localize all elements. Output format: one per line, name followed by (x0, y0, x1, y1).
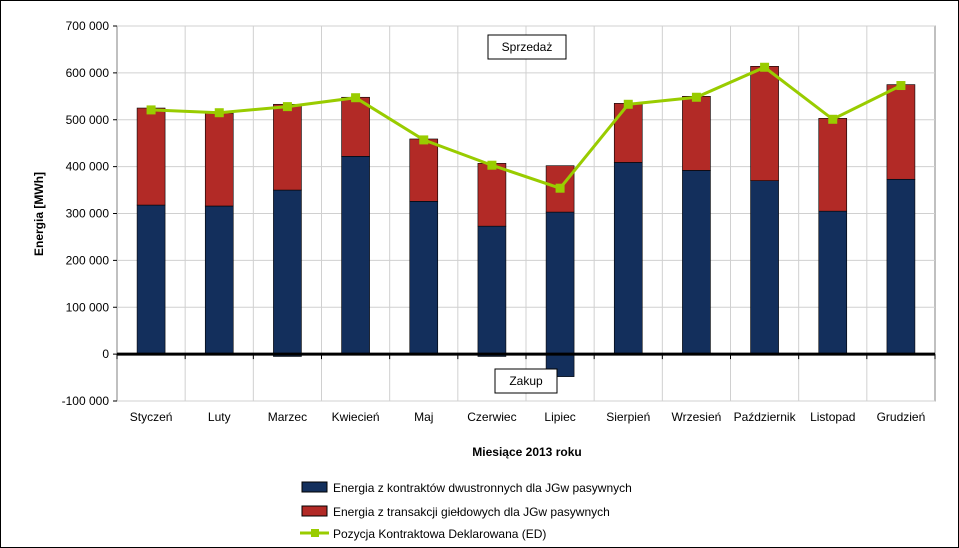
line-position (151, 65, 902, 190)
x-tick-label: Maj (414, 410, 433, 424)
y-tick-label: 200 000 (66, 253, 110, 267)
legend-label-position: Pozycja Kontraktowa Deklarowana (ED) (333, 527, 546, 541)
annotation-buy: Zakup (494, 368, 558, 394)
legend: Energia z kontraktów dwustronnych dla JG… (300, 481, 632, 541)
line-point-position (214, 108, 224, 118)
line-point-position (828, 114, 838, 124)
x-tick-label: Wrzesień (672, 410, 722, 424)
legend-item-bilateral: Energia z kontraktów dwustronnych dla JG… (301, 481, 632, 495)
x-tick-layer: Styczeń Luty Marzec Kwiecień Maj Czerwiec Lipi… (116, 354, 936, 424)
bar-bilateral (204, 205, 234, 355)
bar-exchange (273, 103, 302, 191)
bar-bilateral (545, 211, 575, 355)
y-tick-label: 300 000 (66, 207, 110, 221)
annotation-buy-label: Zakup (509, 374, 543, 388)
legend-item-exchange: Energia z transakcji giełdowych dla JGw … (301, 505, 610, 519)
annotation-sell-label: Sprzedaż (502, 40, 553, 54)
x-tick-label: Grudzień (877, 410, 926, 424)
bar-bilateral (409, 201, 439, 355)
line-point-position (282, 102, 292, 112)
line-point-position (146, 105, 156, 115)
bar-exchange (477, 163, 507, 227)
line-point-position (555, 183, 565, 193)
line-layer (146, 62, 906, 193)
bar-layer (136, 66, 916, 377)
bar-bilateral (136, 204, 166, 355)
legend-swatch-bilateral (301, 481, 328, 493)
bar-exchange (204, 112, 234, 207)
line-point-position (760, 62, 770, 72)
bar-exchange (341, 96, 370, 157)
bar-exchange (409, 138, 439, 202)
bar-bilateral (682, 170, 711, 355)
x-tick-label: Styczeń (130, 410, 173, 424)
y-tick-label: 500 000 (66, 113, 110, 127)
legend-item-position: Pozycja Kontraktowa Deklarowana (ED) (300, 527, 546, 541)
legend-label-exchange: Energia z transakcji giełdowych dla JGw … (333, 505, 610, 519)
line-point-position (351, 93, 361, 103)
bar-exchange (682, 96, 711, 171)
y-tick-label: -100 000 (62, 394, 110, 408)
y-tick-label: 400 000 (66, 160, 110, 174)
bar-bilateral (477, 225, 507, 355)
bar-exchange (750, 66, 779, 181)
x-tick-label: Czerwiec (467, 410, 516, 424)
x-tick-label: Sierpień (606, 410, 650, 424)
bar-exchange (136, 107, 166, 206)
y-axis-title: Energia [MWh] (32, 172, 46, 256)
grid-layer (116, 25, 936, 402)
x-tick-label: Luty (208, 410, 231, 424)
bar-bilateral (273, 189, 302, 355)
bar-exchange (886, 84, 916, 180)
line-point-position (896, 81, 906, 91)
y-tick-label: 100 000 (66, 300, 110, 314)
y-tick-label: 700 000 (66, 19, 110, 33)
bar-bilateral (341, 156, 370, 355)
legend-swatch-exchange (301, 505, 328, 517)
bar-exchange (613, 103, 643, 163)
bar-bilateral (613, 162, 643, 355)
bar-bilateral (818, 210, 848, 355)
line-point-position (487, 160, 497, 170)
x-tick-label: Kwiecień (332, 410, 380, 424)
x-axis-title: Miesiące 2013 roku (472, 445, 581, 459)
legend-label-bilateral: Energia z kontraktów dwustronnych dla JG… (333, 481, 632, 495)
x-tick-label: Listopad (810, 410, 855, 424)
x-tick-label: Październik (734, 410, 797, 424)
legend-marker-position (311, 529, 319, 537)
y-tick-label: 600 000 (66, 66, 110, 80)
line-point-position (419, 135, 429, 145)
y-tick-label: 0 (102, 347, 109, 361)
line-point-position (623, 99, 633, 109)
bar-bilateral (886, 178, 916, 355)
bar-exchange (818, 118, 848, 212)
line-point-position (691, 92, 701, 102)
x-tick-label: Marzec (268, 410, 307, 424)
bar-bilateral (750, 180, 779, 355)
x-tick-label: Lipiec (544, 410, 575, 424)
y-tick-layer: 700 000 600 000 500 000 400 000 300 000 200 0… (62, 19, 117, 408)
annotation-sell: Sprzedaż (487, 34, 567, 60)
